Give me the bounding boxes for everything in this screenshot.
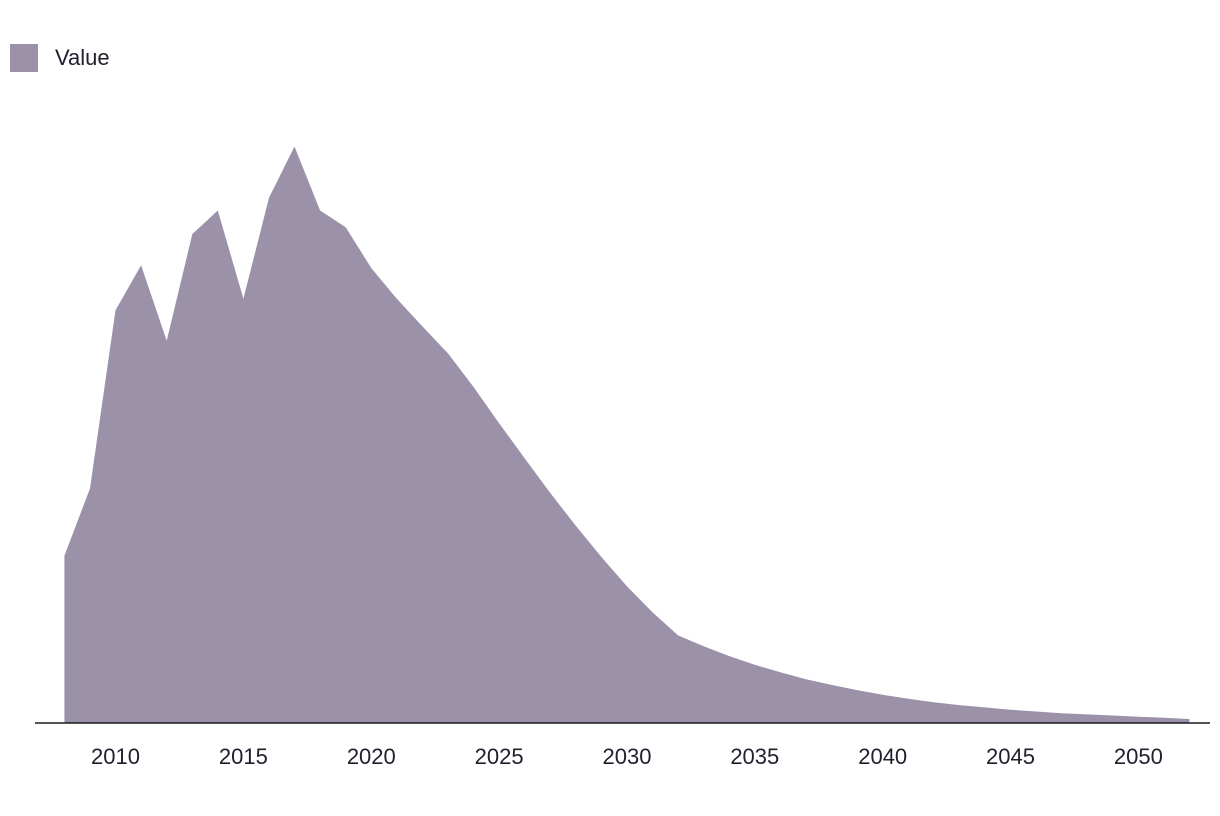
- x-tick-label: 2045: [986, 744, 1035, 769]
- data-point: [676, 633, 680, 637]
- data-point: [932, 700, 936, 704]
- data-point: [420, 324, 424, 328]
- data-point: [114, 308, 118, 312]
- x-tick-label: 2040: [858, 744, 907, 769]
- x-tick-label: 2020: [347, 744, 396, 769]
- data-point: [1034, 710, 1038, 714]
- data-point: [1188, 717, 1192, 721]
- data-point: [523, 456, 527, 460]
- data-point: [574, 524, 578, 528]
- data-point: [855, 688, 859, 692]
- data-point: [293, 145, 297, 149]
- data-point: [344, 225, 348, 229]
- data-point: [190, 232, 194, 236]
- data-point: [1111, 714, 1115, 718]
- x-tick-label: 2030: [603, 744, 652, 769]
- data-point: [778, 670, 782, 674]
- data-point: [1085, 712, 1089, 716]
- data-point: [548, 491, 552, 495]
- data-point: [702, 644, 706, 648]
- data-point: [753, 663, 757, 667]
- x-tick-label: 2010: [91, 744, 140, 769]
- data-point: [957, 703, 961, 707]
- data-point: [1009, 708, 1013, 712]
- legend-label: Value: [55, 45, 110, 70]
- series-area-value: [64, 146, 1190, 723]
- data-point: [216, 209, 220, 213]
- data-point: [318, 209, 322, 213]
- data-point: [165, 339, 169, 343]
- data-point: [139, 263, 143, 267]
- x-tick-label: 2050: [1114, 744, 1163, 769]
- data-point: [804, 677, 808, 681]
- data-point: [267, 196, 271, 200]
- plot-area: [62, 145, 1192, 723]
- data-point: [599, 555, 603, 559]
- data-point: [1060, 711, 1064, 715]
- data-point: [446, 351, 450, 355]
- data-point: [625, 584, 629, 588]
- x-tick-label: 2025: [475, 744, 524, 769]
- data-point: [369, 266, 373, 270]
- data-point: [830, 683, 834, 687]
- watermark: GlobalData: [494, 386, 727, 435]
- legend: Value: [10, 44, 110, 72]
- data-point: [1136, 715, 1140, 719]
- x-tick-label: 2015: [219, 744, 268, 769]
- x-axis-ticks: 2010 2015 2020 2025 2030 2035 2040 2045 2050: [91, 744, 1163, 769]
- data-point: [651, 610, 655, 614]
- data-point: [727, 654, 731, 658]
- data-point: [395, 297, 399, 301]
- legend-swatch: [10, 44, 38, 72]
- data-point: [241, 297, 245, 301]
- data-point: [881, 693, 885, 697]
- data-point: [472, 385, 476, 389]
- x-tick-label: 2035: [730, 744, 779, 769]
- data-point: [983, 705, 987, 709]
- data-point: [88, 486, 92, 490]
- data-point: [1162, 716, 1166, 720]
- data-point: [62, 554, 66, 558]
- data-point: [497, 421, 501, 425]
- data-point: [906, 697, 910, 701]
